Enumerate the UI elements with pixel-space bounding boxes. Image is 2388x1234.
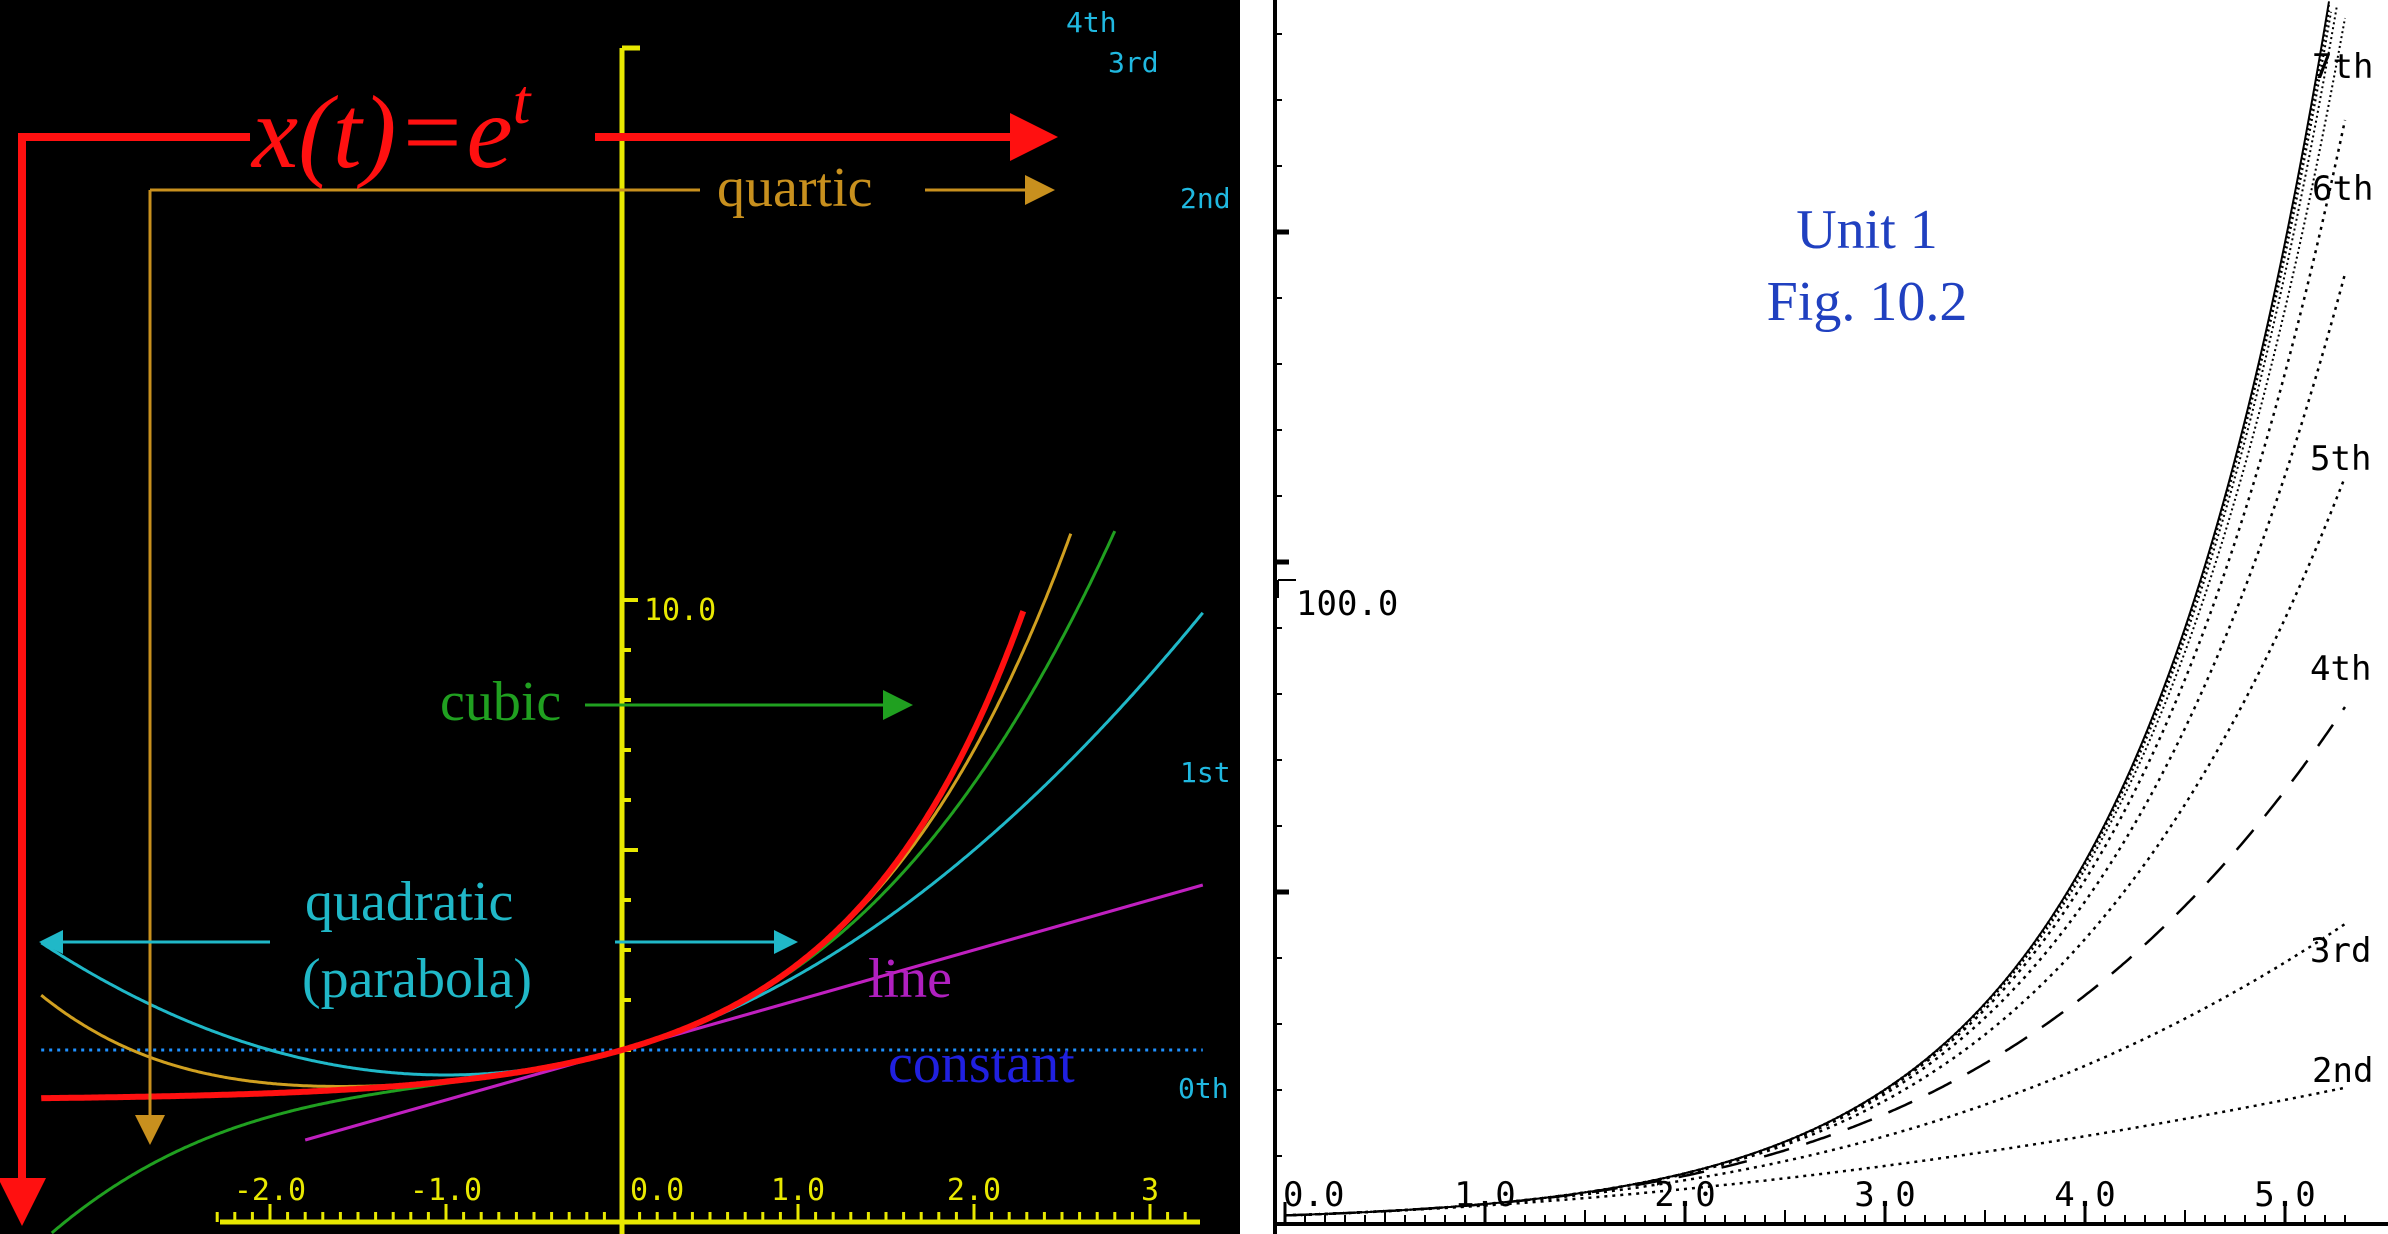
right-x-tick-label: 2.0 xyxy=(1654,1175,1715,1215)
left-y-tick-label: 10.0 xyxy=(644,593,716,628)
right-series-2nd-label: 2nd xyxy=(2312,1051,2373,1091)
right-series-7th-line xyxy=(1284,119,2347,1217)
left-axes xyxy=(215,45,1200,1234)
left-tick-labels: 10.0 -2.0 -1.0 0.0 1.0 2.0 3 xyxy=(234,593,1159,1208)
quadratic-label: quadratic xyxy=(305,871,513,933)
function-title-base: x(t)=e xyxy=(250,75,513,190)
right-chart-panel: 100.0 0.0 1.0 2.0 3.0 4.0 5.0 2nd 3rd 4th 5th 6th 7… xyxy=(1240,0,2388,1234)
figure-caption-line1: Unit 1 xyxy=(1796,199,1938,261)
right-series-7th-label: 7th xyxy=(2312,47,2373,87)
series-3rd-label: 3rd xyxy=(1108,46,1159,79)
series-0th-label: 0th xyxy=(1178,1072,1229,1105)
right-exp-curve xyxy=(1284,1,2330,1217)
right-tick-labels: 100.0 0.0 1.0 2.0 3.0 4.0 5.0 xyxy=(1283,584,2316,1215)
series-1st-label: 1st xyxy=(1180,756,1231,789)
figure-caption-line2: Fig. 10.2 xyxy=(1767,271,1968,333)
right-series-3rd-label: 3rd xyxy=(2310,931,2371,971)
function-title: x(t)=et xyxy=(250,66,533,190)
right-y-tick-label: 100.0 xyxy=(1296,584,1398,624)
left-x-tick-label: 1.0 xyxy=(771,1173,825,1208)
right-x-tick-label: 4.0 xyxy=(2054,1175,2115,1215)
right-series-4th-label: 4th xyxy=(2310,649,2371,689)
right-x-tick-label: 1.0 xyxy=(1454,1175,1515,1215)
panel-separator xyxy=(1240,0,1254,1234)
right-x-tick-label: 5.0 xyxy=(2254,1175,2315,1215)
right-axes xyxy=(1273,0,2388,1234)
left-x-tick-label: -1.0 xyxy=(410,1173,482,1208)
right-x-tick-label: 0.0 xyxy=(1283,1175,1344,1215)
left-x-tick-label: 3 xyxy=(1141,1173,1159,1208)
constant-label: constant xyxy=(888,1033,1075,1095)
function-title-superscript: t xyxy=(513,66,533,137)
right-series-labels: 2nd 3rd 4th 5th 6th 7th xyxy=(2310,47,2373,1091)
series-4th-label: 4th xyxy=(1066,6,1117,39)
cubic-label: cubic xyxy=(440,671,561,733)
parabola-label: (parabola) xyxy=(302,948,532,1010)
exp-arrow-left xyxy=(0,133,250,1226)
left-x-tick-label: 2.0 xyxy=(947,1173,1001,1208)
series-2nd-label: 2nd xyxy=(1180,182,1231,215)
line-label: line xyxy=(868,948,952,1010)
left-chart-panel: 10.0 -2.0 -1.0 0.0 1.0 2.0 3 0th 1st 2nd 3rd 4th q… xyxy=(0,0,1240,1234)
exp-function-line xyxy=(41,610,1027,1102)
right-x-tick-label: 3.0 xyxy=(1854,1175,1915,1215)
right-series-6th-label: 6th xyxy=(2312,169,2373,209)
right-series-group xyxy=(1284,1,2347,1217)
quartic-label: quartic xyxy=(717,157,872,219)
left-x-tick-label: 0.0 xyxy=(630,1173,684,1208)
left-series-group xyxy=(40,530,1204,1234)
series-1st-line xyxy=(304,883,1204,1142)
left-x-tick-label: -2.0 xyxy=(234,1173,306,1208)
left-series-labels: 0th 1st 2nd 3rd 4th xyxy=(1066,6,1231,1105)
right-series-5th-label: 5th xyxy=(2310,439,2371,479)
right-chart-background xyxy=(1240,0,2388,1234)
